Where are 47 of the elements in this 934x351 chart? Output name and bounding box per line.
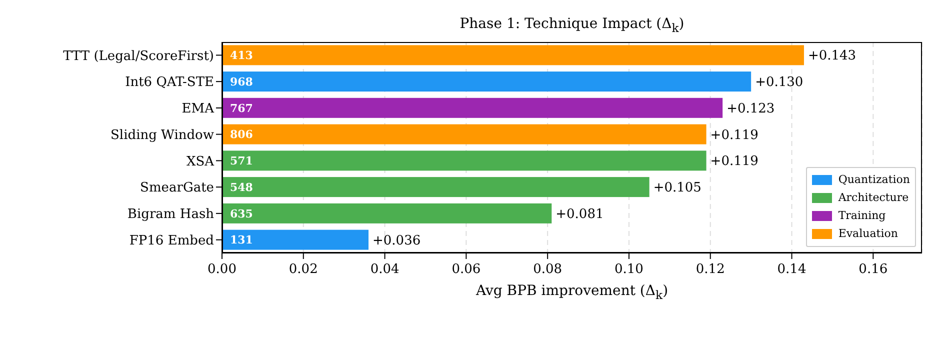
data-label: +0.143 bbox=[808, 48, 856, 64]
data-label: +0.130 bbox=[755, 75, 804, 90]
y-tick-label: XSA bbox=[186, 154, 215, 170]
bar bbox=[222, 230, 369, 250]
y-tick-label: FP16 Embed bbox=[129, 233, 214, 248]
bar bbox=[222, 124, 706, 144]
x-tick-label: 0.02 bbox=[288, 262, 318, 278]
annotation: 131 bbox=[230, 234, 253, 247]
bar bbox=[222, 98, 723, 118]
annotation: 548 bbox=[230, 180, 254, 194]
x-axis-title: Avg BPB improvement (Δ$_{k}$) bbox=[474, 283, 670, 302]
annotation: 968 bbox=[230, 75, 254, 88]
x-tick-label: 0.04 bbox=[370, 262, 400, 278]
x-tick-label: 0.12 bbox=[696, 262, 725, 278]
x-tick-label: 0.16 bbox=[858, 262, 888, 278]
annotation: 767 bbox=[230, 102, 253, 115]
data-label: +0.081 bbox=[556, 206, 604, 222]
legend-label: Training bbox=[838, 208, 886, 224]
bar bbox=[222, 45, 804, 66]
x-tick-label: 0.06 bbox=[452, 262, 481, 278]
annotation: 413 bbox=[230, 49, 253, 62]
y-tick-label: Int6 QAT-STE bbox=[125, 75, 214, 90]
annotation: 806 bbox=[230, 128, 254, 142]
annotation: 571 bbox=[230, 154, 253, 168]
y-tick-label: Sliding Window bbox=[110, 128, 214, 143]
y-tick-label: Bigram Hash bbox=[127, 207, 215, 222]
x-tick-label: 0.00 bbox=[208, 262, 236, 278]
legend-label: Architecture bbox=[838, 190, 909, 206]
data-label: +0.119 bbox=[710, 154, 758, 170]
y-tick-label: EMA bbox=[182, 102, 215, 117]
legend-label: Quantization bbox=[838, 172, 910, 188]
bar bbox=[222, 72, 752, 92]
data-label: +0.123 bbox=[726, 101, 775, 116]
data-label: +0.119 bbox=[710, 128, 758, 143]
x-tick-label: 0.14 bbox=[777, 262, 806, 278]
bar bbox=[222, 150, 706, 171]
data-label: +0.105 bbox=[653, 180, 702, 196]
data-label: +0.036 bbox=[372, 233, 421, 248]
x-tick-label: 0.10 bbox=[614, 262, 644, 278]
bar bbox=[222, 177, 650, 198]
annotation: 635 bbox=[230, 207, 253, 220]
chart-title: Phase 1: Technique Impact (Δ$_{k}$) bbox=[458, 16, 686, 35]
bar bbox=[222, 203, 552, 224]
legend-label: Evaluation bbox=[838, 226, 898, 242]
x-tick-label: 0.08 bbox=[533, 262, 562, 278]
y-tick-label: SmearGate bbox=[140, 180, 214, 196]
y-tick-label: TTT (Legal/ScoreFirst) bbox=[63, 48, 214, 64]
